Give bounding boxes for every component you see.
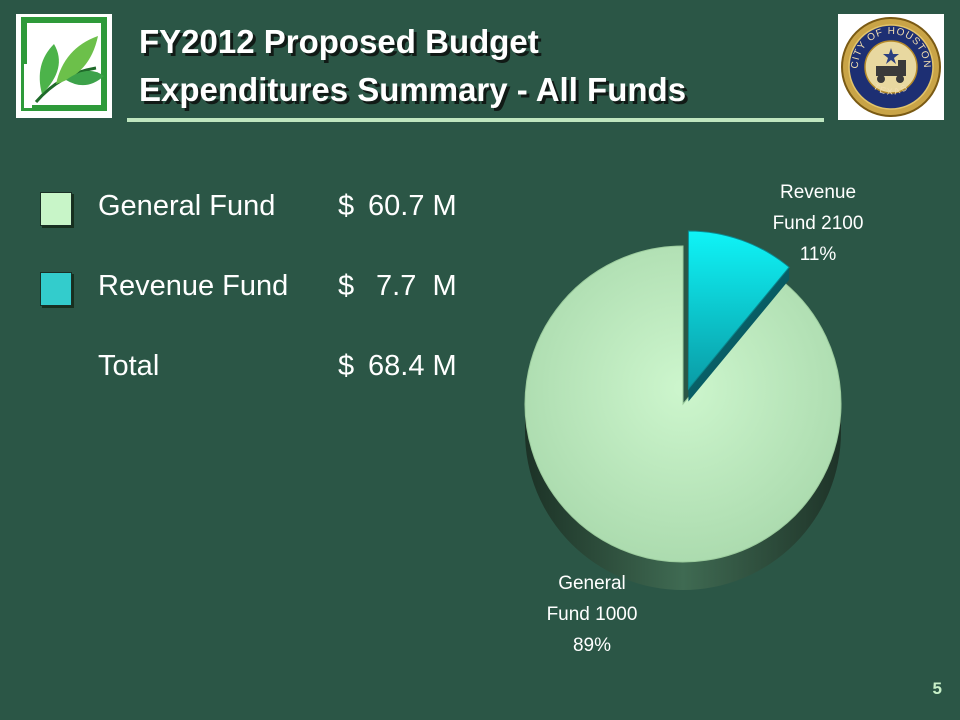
legend-row-revenue-fund: Revenue Fund $ 7.7 M — [40, 270, 480, 310]
city-of-houston-seal-icon: CITY OF HOUSTON TEXAS — [841, 17, 941, 117]
pie-label-revenue-fund-line-1: Revenue — [780, 182, 856, 203]
legend-amount-total: 68.4 M — [368, 350, 457, 382]
pie-chart: Revenue Fund 2100 11% General Fund 1000 89% — [524, 182, 864, 656]
pie-slice-general-fund — [524, 245, 842, 563]
legend-label-revenue-fund: Revenue Fund — [98, 270, 289, 302]
svg-text:TEXAS: TEXAS — [872, 81, 911, 96]
pie-label-general-fund-line-3: 89% — [573, 635, 611, 656]
legend-swatch-general-fund — [40, 192, 72, 226]
green-leaves-logo-icon — [21, 17, 107, 111]
page-number: 5 — [932, 679, 942, 698]
legend-currency-total: $ — [338, 350, 355, 382]
legend-row-total: Total $ 68.4 M — [40, 350, 480, 390]
pie-label-revenue-fund-line-2: Fund 2100 — [773, 213, 864, 234]
pie-label-revenue-fund: Revenue Fund 2100 11% — [773, 182, 864, 265]
seal-text-bottom: TEXAS — [872, 81, 909, 96]
pie-label-general-fund-line-2: Fund 1000 — [547, 604, 638, 625]
legend-label-general-fund: General Fund — [98, 190, 276, 222]
page-title-line-2: Expenditures Summary - All Funds — [139, 71, 687, 108]
title-underline — [127, 118, 824, 122]
pie-label-revenue-fund-line-3: 11% — [800, 244, 837, 265]
pie-slice-revenue-fund — [687, 230, 790, 391]
pie-side-general-fund — [525, 404, 841, 590]
legend-label-total: Total — [98, 350, 160, 382]
pie-label-general-fund: General Fund 1000 89% — [547, 573, 638, 656]
leaf-logo — [16, 14, 112, 118]
legend-currency-general-fund: $ — [338, 190, 355, 222]
legend-amount-general-fund: 60.7 M — [368, 190, 457, 222]
pie-label-general-fund-line-1: General — [558, 573, 626, 594]
legend-row-general-fund: General Fund $ 60.7 M — [40, 190, 480, 230]
pie-side-revenue-fund — [688, 267, 790, 402]
legend-currency-revenue-fund: $ — [338, 270, 355, 302]
city-seal: CITY OF HOUSTON TEXAS — [838, 14, 944, 120]
page-title-line-1: FY2012 Proposed Budget — [139, 23, 539, 60]
legend-amount-revenue-fund: 7.7 M — [368, 270, 457, 302]
legend-swatch-revenue-fund — [40, 272, 72, 306]
